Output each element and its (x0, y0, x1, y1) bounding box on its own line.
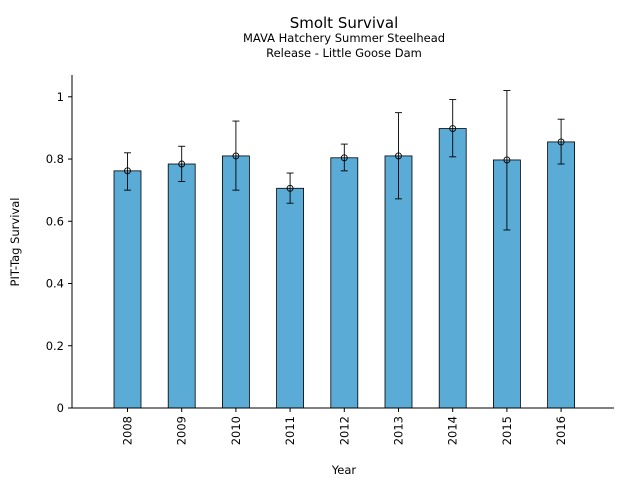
x-tick-label: 2011 (283, 416, 297, 445)
chart-subtitle-line-2: Release - Little Goose Dam (266, 46, 422, 60)
x-tick-label: 2013 (392, 416, 406, 445)
x-tick-label: 2008 (121, 416, 135, 445)
point-marker-2012 (340, 154, 348, 162)
point-marker-2011 (286, 184, 294, 192)
x-tick-label: 2014 (446, 416, 460, 445)
x-axis-label: Year (331, 463, 357, 477)
point-marker-2014 (449, 125, 457, 132)
point-marker-2008 (124, 167, 131, 175)
chart-subtitle-line-1: MAVA Hatchery Summer Steelhead (243, 31, 445, 45)
bar-2014 (438, 128, 467, 409)
point-marker-2015 (503, 156, 511, 164)
point-marker-2013 (395, 152, 402, 160)
plot-area: 0 0.2 0.4 0.6 0.8 1 2008 2009 2010 2011 2012 2013 20… (46, 75, 614, 445)
bar-2009 (167, 163, 196, 409)
y-tick-label: 0.8 (46, 152, 64, 166)
bar-2008 (113, 170, 142, 409)
x-tick-label: 2015 (500, 416, 514, 445)
y-tick-label: 0.2 (46, 339, 64, 353)
point-marker-2010 (232, 152, 240, 160)
x-tick-label: 2012 (337, 416, 351, 445)
x-tick-label: 2009 (175, 416, 189, 445)
point-marker-2009 (178, 160, 186, 168)
y-tick-label: 0.6 (46, 214, 64, 228)
chart-title: Smolt Survival (290, 14, 399, 32)
y-tick-label: 0.4 (46, 277, 64, 291)
bar-2011 (276, 187, 305, 409)
y-tick-label: 0 (57, 401, 64, 415)
y-tick-label: 1 (57, 90, 64, 104)
x-tick-label: 2010 (229, 416, 243, 445)
point-marker-2016 (557, 138, 565, 146)
bar-2010 (221, 155, 250, 409)
x-tick-label: 2016 (554, 416, 568, 445)
y-axis-label: PIT-Tag Survival (8, 198, 22, 287)
bar-2012 (330, 157, 359, 409)
bar-2016 (547, 141, 575, 409)
